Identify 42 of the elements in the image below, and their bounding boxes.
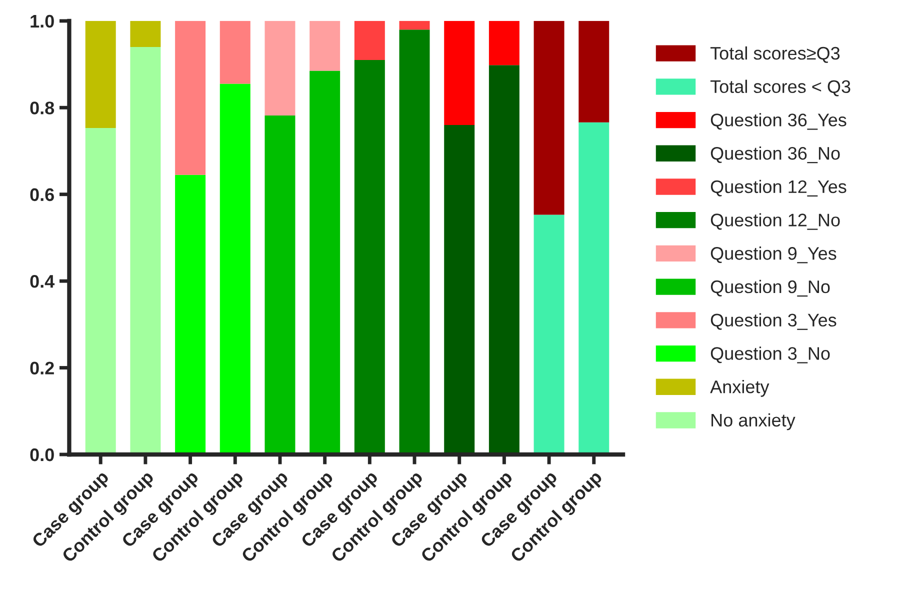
bar — [175, 174, 206, 454]
bar — [130, 46, 161, 454]
y-tick-label: 0.0 — [30, 448, 54, 462]
bar — [399, 30, 430, 454]
bar — [354, 20, 385, 60]
bar — [220, 20, 250, 84]
bar — [130, 20, 161, 47]
legend-label: Question 12_No — [710, 213, 840, 230]
legend-label: Total scores≥Q3 — [710, 46, 840, 63]
bar — [175, 20, 206, 175]
bar — [488, 20, 520, 66]
bar — [534, 214, 564, 454]
bar — [444, 20, 475, 125]
bar — [534, 20, 564, 215]
y-tick-label: 0.6 — [30, 188, 54, 202]
legend-label: Question 36_No — [710, 146, 840, 164]
y-tick-label: 0.4 — [30, 274, 55, 288]
legend-label: Question 12_Yes — [710, 180, 846, 197]
legend-label: Question 36_Yes — [710, 113, 846, 130]
bar — [264, 115, 296, 454]
legend-label: Total scores < Q3 — [710, 80, 850, 96]
legend-label: Question 3_Yes — [710, 313, 836, 330]
bar — [85, 20, 116, 128]
bar — [310, 70, 340, 454]
bar — [578, 122, 610, 454]
bar — [578, 20, 610, 122]
legend-label: Question 9_Yes — [710, 246, 836, 264]
legend-label: Question 3_No — [710, 346, 830, 364]
legend-label: Question 9_No — [710, 280, 830, 297]
y-tick-label: 0.2 — [30, 362, 54, 374]
bar — [488, 65, 520, 454]
bar — [444, 124, 475, 454]
bar — [85, 128, 116, 454]
bar — [354, 60, 385, 454]
legend-label: Anxiety — [710, 380, 770, 397]
bar — [399, 20, 430, 30]
bar — [264, 20, 296, 116]
bar — [220, 84, 250, 454]
legend-label: No anxiety — [712, 413, 796, 430]
bar — [310, 20, 340, 71]
y-tick-label: 1.0 — [30, 14, 54, 28]
y-tick-label: 0.8 — [30, 102, 54, 114]
